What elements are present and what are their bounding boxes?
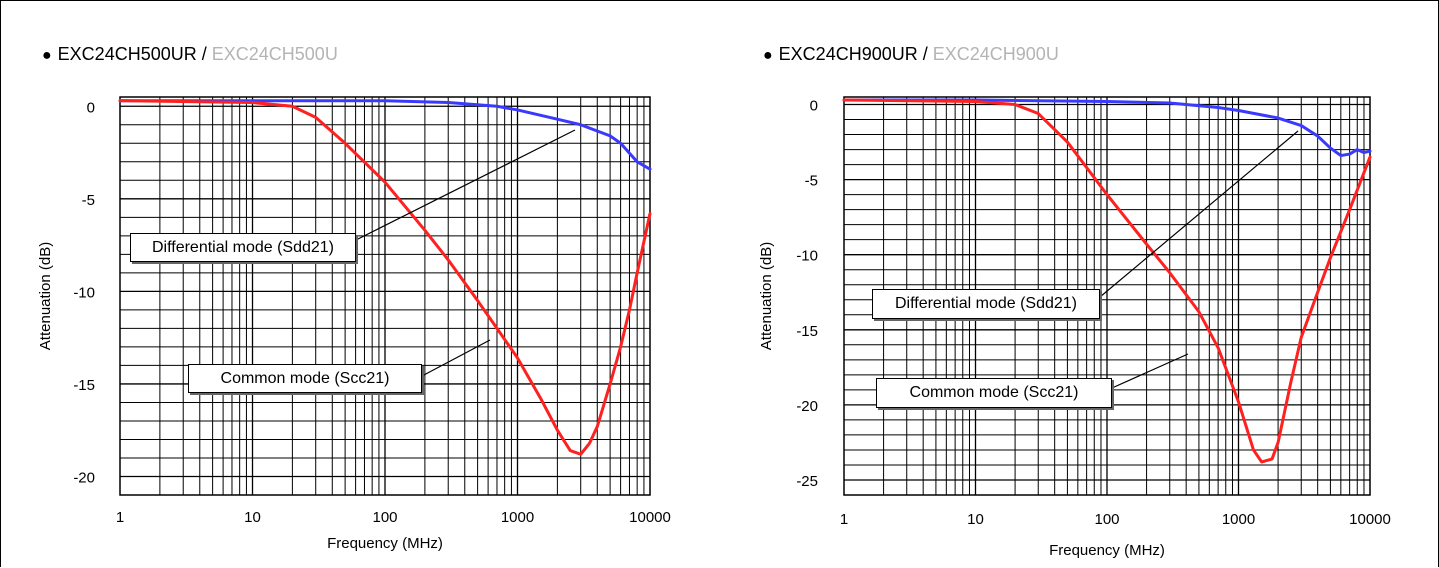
callout-common: Common mode (Scc21) bbox=[188, 364, 422, 393]
callout-differential: Differential mode (Sdd21) bbox=[872, 289, 1100, 319]
x-tick-label: 10000 bbox=[1349, 511, 1391, 528]
y-tick-label: 0 bbox=[810, 98, 818, 115]
x-axis-label: Frequency (MHz) bbox=[1049, 542, 1165, 559]
title-separator: / bbox=[196, 44, 212, 64]
y-tick-label: -5 bbox=[805, 173, 818, 190]
y-tick-label: -25 bbox=[796, 473, 818, 490]
y-tick-label: -5 bbox=[82, 192, 95, 209]
x-tick-label: 1000 bbox=[501, 509, 534, 526]
x-axis-label: Frequency (MHz) bbox=[327, 535, 443, 552]
chart-title: ● EXC24CH900UR / EXC24CH900U bbox=[763, 44, 1059, 65]
x-tick-label: 10000 bbox=[629, 509, 671, 526]
y-tick-label: -20 bbox=[796, 398, 818, 415]
title-sub: EXC24CH900U bbox=[932, 44, 1059, 64]
callout-leader-common bbox=[1111, 353, 1189, 389]
series-line-differential bbox=[118, 99, 652, 171]
chart-svg: 1 10 100 1000 10000 0 -5 -10 -15 -20 -25 Frequency … bbox=[758, 96, 1391, 559]
y-tick-label: -10 bbox=[73, 284, 95, 301]
chart-panel-left: ● EXC24CH500UR / EXC24CH500U 1 10 100 1000 10… bbox=[37, 44, 671, 552]
title-separator: / bbox=[917, 44, 933, 64]
x-tick-label: 100 bbox=[1094, 511, 1119, 528]
x-tick-label: 100 bbox=[372, 509, 397, 526]
x-tick-label: 1000 bbox=[1222, 511, 1255, 528]
callout-differential: Differential mode (Sdd21) bbox=[130, 233, 356, 262]
title-main: EXC24CH500UR bbox=[57, 44, 197, 64]
y-tick-label: 0 bbox=[87, 99, 95, 116]
callout-leader-common bbox=[421, 339, 491, 377]
y-axis-label: Attenuation (dB) bbox=[758, 242, 775, 350]
title-sub: EXC24CH500U bbox=[211, 44, 338, 64]
x-tick-label: 10 bbox=[967, 511, 984, 528]
chart-panel-right: ● EXC24CH900UR / EXC24CH900U 1 10 100 1000 10… bbox=[720, 0, 1439, 568]
x-tick-label: 1 bbox=[116, 509, 124, 526]
bullet-icon: ● bbox=[763, 47, 773, 64]
y-tick-label: -10 bbox=[796, 248, 818, 265]
chart-svg: 1 10 100 1000 10000 0 -5 -10 -15 -20 Frequency (MH… bbox=[37, 96, 671, 552]
y-tick-label: -15 bbox=[796, 323, 818, 340]
title-main: EXC24CH900UR bbox=[778, 44, 918, 64]
callout-leader-differential bbox=[1099, 130, 1299, 298]
x-tick-label: 10 bbox=[244, 509, 261, 526]
y-tick-label: -20 bbox=[73, 469, 95, 486]
callout-leader-differential bbox=[355, 129, 576, 241]
y-axis-label: Attenuation (dB) bbox=[37, 242, 54, 350]
series-line-common bbox=[118, 99, 652, 456]
series-line-differential bbox=[842, 98, 1372, 158]
y-tick-label: -15 bbox=[73, 377, 95, 394]
bullet-icon: ● bbox=[42, 47, 52, 64]
chart-title: ● EXC24CH500UR / EXC24CH500U bbox=[42, 44, 338, 65]
series-line-common bbox=[842, 98, 1372, 464]
x-tick-label: 1 bbox=[840, 511, 848, 528]
callout-common: Common mode (Scc21) bbox=[876, 378, 1112, 408]
